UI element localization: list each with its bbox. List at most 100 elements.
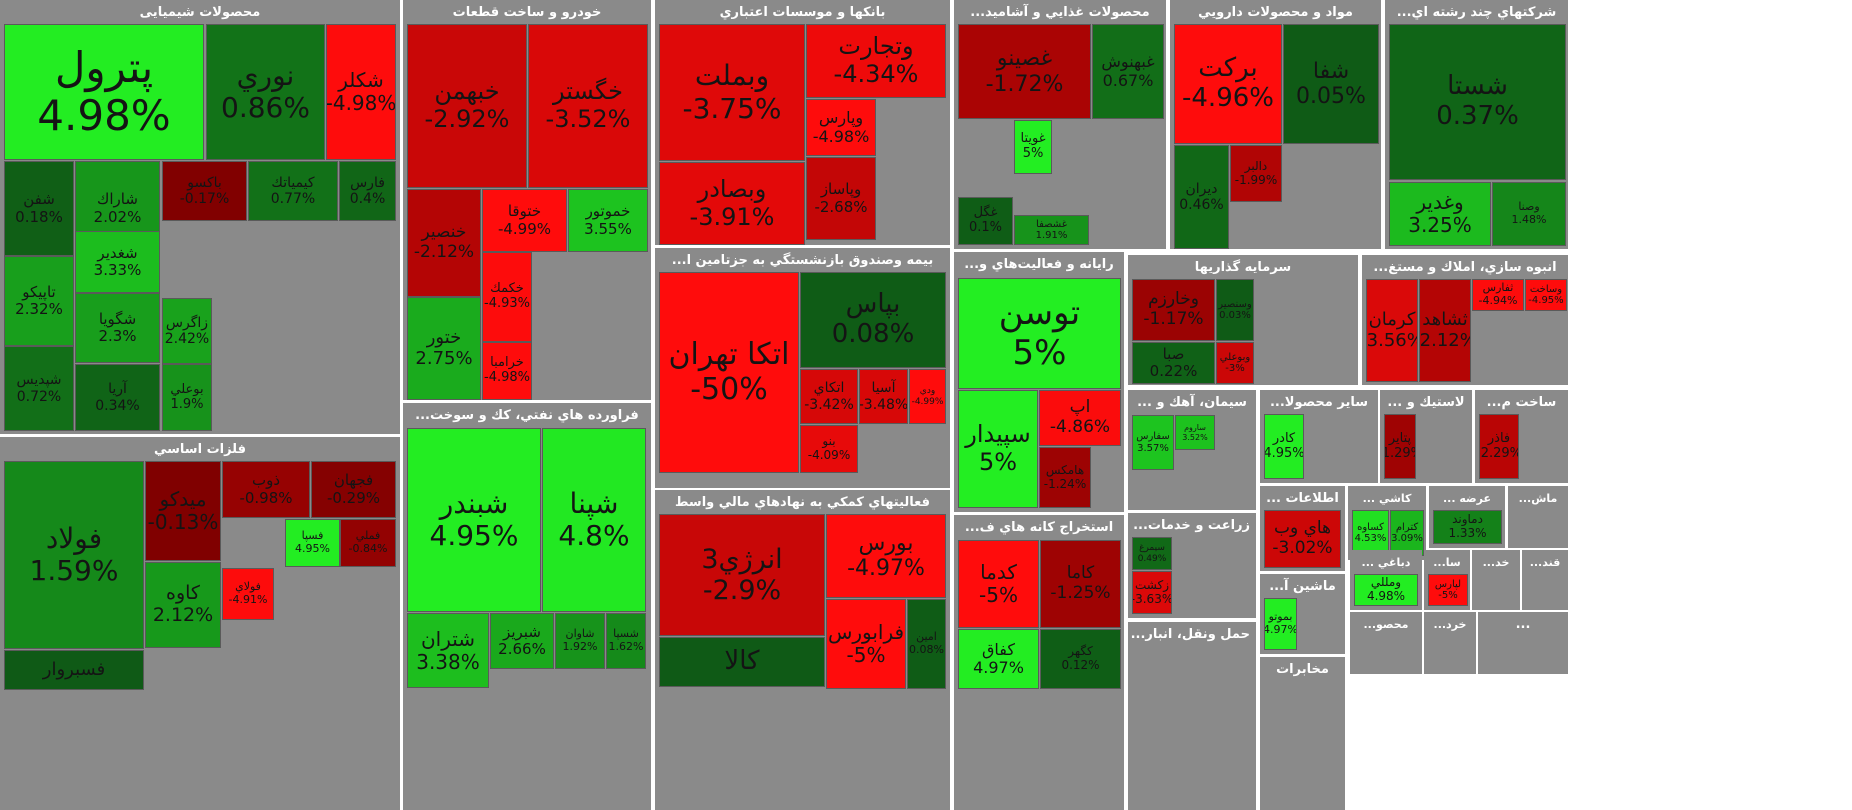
stock-tile[interactable]: بنو -4.09% [800, 425, 858, 473]
stock-tile[interactable]: كالا [659, 637, 825, 687]
stock-tile[interactable]: وسنصير 0.03% [1216, 279, 1254, 341]
stock-tile[interactable]: وپاساز -2.68% [806, 157, 876, 240]
stock-tile[interactable]: خرامبا -4.98% [482, 342, 532, 400]
stock-tile[interactable]: كرمان-3.56% [1366, 279, 1418, 382]
stock-tile[interactable]: غگل 0.1% [958, 197, 1013, 245]
stock-tile[interactable]: وپارس -4.98% [806, 99, 876, 156]
stock-tile[interactable]: انرژي3 -2.9% [659, 514, 825, 636]
stock-tile[interactable]: وبصادر -3.91% [659, 162, 805, 245]
stock-tile[interactable]: كاوه 2.12% [145, 562, 221, 648]
stock-tile[interactable]: ميدكو -0.13% [145, 461, 221, 561]
stock-tile[interactable]: ثفارس -4.94% [1472, 279, 1524, 311]
stock-tile[interactable]: شسپا 1.62% [606, 613, 646, 669]
stock-tile[interactable]: خنصير -2.12% [407, 189, 481, 297]
stock-tile[interactable]: صبا 0.22% [1132, 342, 1215, 384]
stock-tile[interactable]: فاذر-2.29% [1479, 414, 1519, 479]
sector-block[interactable]: مخابرات [1260, 657, 1345, 810]
stock-tile[interactable]: شفا 0.05% [1283, 24, 1379, 144]
stock-tile[interactable]: كادر 4.95% [1264, 414, 1304, 479]
stock-tile[interactable]: كاما -1.25% [1040, 540, 1121, 628]
stock-tile[interactable]: وبملت -3.75% [659, 24, 805, 161]
stock-tile[interactable]: شغدير 3.33% [75, 231, 160, 293]
stock-tile[interactable]: غبهنوش 0.67% [1092, 24, 1164, 119]
sector-block[interactable]: خد... [1472, 550, 1520, 610]
stock-tile[interactable]: خكمك -4.93% [482, 252, 532, 342]
stock-tile[interactable]: فجهان -0.29% [311, 461, 396, 518]
stock-tile[interactable]: شستا 0.37% [1389, 24, 1566, 180]
stock-tile[interactable]: كساوه 4.53% [1352, 510, 1389, 556]
stock-tile[interactable]: امين 0.08% [907, 599, 946, 689]
stock-tile[interactable]: سپيدار 5% [958, 390, 1038, 508]
stock-tile[interactable]: شبندر 4.95% [407, 428, 541, 612]
stock-tile[interactable]: اتكاي -3.42% [800, 369, 858, 424]
stock-tile[interactable]: خگستر -3.52% [528, 24, 648, 188]
sector-block[interactable]: حمل ونقل، انبار... [1128, 622, 1256, 810]
stock-tile[interactable]: ديران 0.46% [1174, 145, 1229, 249]
stock-tile[interactable]: شپديس 0.72% [4, 346, 74, 431]
stock-tile[interactable]: ختوقا -4.99% [482, 189, 567, 252]
stock-tile[interactable]: كدما -5% [958, 540, 1039, 628]
stock-tile[interactable]: فولاي -4.91% [222, 568, 274, 620]
stock-tile[interactable]: پترول 4.98% [4, 24, 204, 160]
sector-block[interactable]: محصو... [1350, 612, 1422, 674]
stock-tile[interactable]: وساخت -4.95% [1525, 279, 1567, 311]
stock-tile[interactable]: ودي -4.99% [909, 369, 946, 424]
stock-tile[interactable]: ذوب -0.98% [222, 461, 310, 518]
stock-tile[interactable]: زكشت -3.63% [1132, 571, 1172, 614]
stock-tile[interactable]: كترام 3.09% [1390, 510, 1424, 556]
sector-block[interactable]: ... [1478, 612, 1568, 674]
stock-tile[interactable]: آسيا -3.48% [859, 369, 908, 424]
stock-tile[interactable]: فسپا 4.95% [285, 519, 340, 567]
stock-tile[interactable]: پتاير-1.29% [1384, 414, 1416, 479]
stock-tile[interactable]: وصنا 1.48% [1492, 182, 1566, 246]
stock-tile[interactable]: باكسو -0.17% [162, 161, 247, 221]
stock-tile[interactable]: شگويا 2.3% [75, 293, 160, 363]
stock-tile[interactable]: تاپيكو 2.32% [4, 256, 74, 346]
stock-tile[interactable]: بركت -4.96% [1174, 24, 1282, 144]
stock-tile[interactable]: ساروم 3.52% [1175, 415, 1215, 450]
stock-tile[interactable]: شتران 3.38% [407, 613, 489, 688]
stock-tile[interactable]: غشصفا 1.91% [1014, 215, 1089, 245]
stock-tile[interactable]: غويتا 5% [1014, 120, 1052, 174]
stock-tile[interactable]: دماوند 1.33% [1433, 510, 1502, 544]
stock-tile[interactable]: اپ -4.86% [1039, 390, 1121, 446]
stock-tile[interactable]: ومللي 4.98% [1354, 574, 1418, 606]
stock-tile[interactable]: بورس -4.97% [826, 514, 946, 598]
stock-tile[interactable]: لپارس -5% [1428, 574, 1468, 606]
stock-tile[interactable]: فولاد 1.59% [4, 461, 144, 649]
stock-tile[interactable]: سيمرغ 0.49% [1132, 537, 1172, 570]
stock-tile[interactable]: شكلر -4.98% [326, 24, 396, 160]
stock-tile[interactable]: وبوعلي -3% [1216, 342, 1254, 384]
stock-tile[interactable]: فارس 0.4% [339, 161, 396, 221]
stock-tile[interactable]: دالبر -1.99% [1230, 145, 1282, 202]
stock-tile[interactable]: بوعلي 1.9% [162, 364, 212, 431]
stock-tile[interactable]: توسن 5% [958, 278, 1121, 389]
stock-tile[interactable]: شپنا 4.8% [542, 428, 646, 612]
stock-tile[interactable]: هاي وب -3.02% [1264, 510, 1341, 568]
sector-block[interactable]: قند... [1522, 550, 1568, 610]
stock-tile[interactable]: سفارس 3.57% [1132, 415, 1174, 470]
stock-tile[interactable]: نوري 0.86% [206, 24, 325, 160]
stock-tile[interactable]: بپاس 0.08% [800, 272, 946, 368]
stock-tile[interactable]: فسبروار [4, 650, 144, 690]
stock-tile[interactable]: آريا 0.34% [75, 364, 160, 431]
stock-tile[interactable]: وتجارت -4.34% [806, 24, 946, 98]
stock-tile[interactable]: اتكا تهران -50% [659, 272, 799, 473]
sector-block[interactable]: ماش... [1508, 486, 1568, 548]
stock-tile[interactable]: فرابورس -5% [826, 599, 906, 689]
stock-tile[interactable]: ختور 2.75% [407, 297, 481, 400]
stock-tile[interactable]: شبريز 2.66% [490, 613, 554, 669]
stock-tile[interactable]: بموتو 4.97% [1264, 598, 1297, 650]
stock-tile[interactable]: فملي -0.84% [340, 519, 396, 567]
stock-tile[interactable]: كيمياتك 0.77% [248, 161, 338, 221]
stock-tile[interactable]: وخارزم -1.17% [1132, 279, 1215, 341]
stock-tile[interactable]: غصينو -1.72% [958, 24, 1091, 119]
stock-tile[interactable]: خبهمن -2.92% [407, 24, 527, 188]
stock-tile[interactable]: هامكس -1.24% [1039, 447, 1091, 508]
stock-tile[interactable]: ثشاهد-2.12% [1419, 279, 1471, 382]
stock-tile[interactable]: كگهر 0.12% [1040, 629, 1121, 689]
stock-tile[interactable]: زاگرس 2.42% [162, 298, 212, 364]
stock-tile[interactable]: شاوان 1.92% [555, 613, 605, 669]
stock-tile[interactable]: كفاق 4.97% [958, 629, 1039, 689]
stock-tile[interactable]: شفن 0.18% [4, 161, 74, 256]
